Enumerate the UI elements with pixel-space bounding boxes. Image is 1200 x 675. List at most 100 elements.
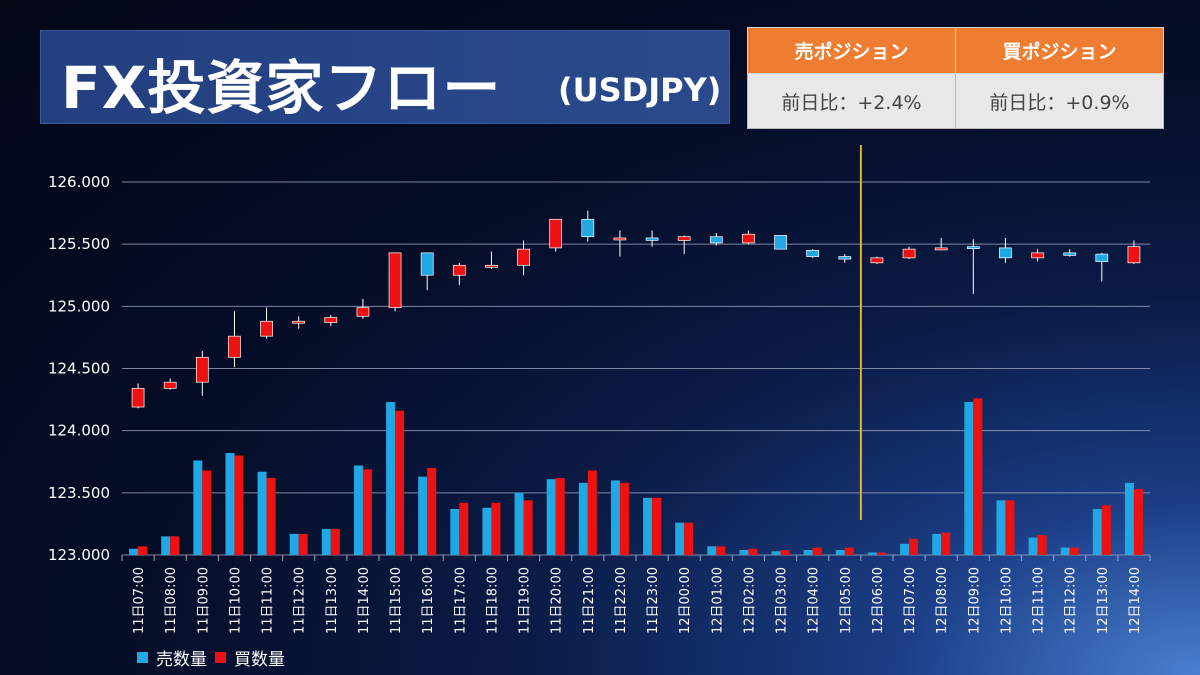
- buy-volume-bar: [1101, 505, 1111, 555]
- candle-body-up: [613, 237, 627, 241]
- candle-body-up: [934, 247, 948, 251]
- buy-volume-bar: [1005, 500, 1015, 555]
- x-tick-label: 11日16:00: [421, 567, 436, 634]
- buy-volume-bar: [1069, 547, 1079, 555]
- sell-volume-bar: [1060, 547, 1070, 555]
- y-tick-label: 125.500: [48, 235, 110, 253]
- sell-volume-bar: [225, 453, 235, 555]
- buy-volume-bar: [298, 533, 308, 555]
- sell-volume-bar: [289, 533, 299, 555]
- sell-legend-swatch: [137, 652, 148, 663]
- x-tick-label: 12日07:00: [903, 567, 918, 634]
- candle-body-down: [999, 247, 1012, 259]
- buy-volume-bar: [684, 522, 694, 555]
- title-banner: FX投資家フロー (USDJPY): [40, 30, 730, 124]
- buy-volume-bar: [138, 546, 148, 555]
- buy-volume-bar: [362, 469, 372, 555]
- buy-volume-bar: [652, 497, 662, 555]
- x-tick-label: 12日11:00: [1032, 567, 1047, 634]
- x-tick-label: 11日14:00: [357, 567, 372, 634]
- buy-volume-bar: [909, 538, 919, 555]
- buy-volume-bar: [587, 470, 597, 555]
- buy-volume-bar: [619, 482, 629, 555]
- candle-body-up: [742, 233, 755, 244]
- y-tick-label: 126.000: [48, 173, 110, 191]
- candle-body-down: [709, 236, 723, 244]
- y-tick-label: 123.000: [48, 546, 110, 564]
- x-tick-label: 12日05:00: [839, 567, 854, 634]
- candle-body-down: [774, 235, 787, 250]
- sell-volume-bar: [771, 551, 781, 555]
- candle-body-up: [1127, 246, 1141, 264]
- buy-volume-bar: [202, 470, 212, 555]
- sell-volume-bar: [900, 543, 910, 555]
- candle-body-down: [838, 256, 852, 260]
- buy-volume-bar: [780, 550, 790, 555]
- buy-volume-bar: [1037, 535, 1047, 555]
- candle-body-up: [195, 356, 209, 383]
- x-tick-label: 11日23:00: [646, 567, 661, 634]
- y-tick-label: 124.500: [48, 360, 110, 378]
- candle-body-down: [1095, 253, 1109, 262]
- candle-body-down: [581, 218, 595, 238]
- sell-volume-bar: [1092, 508, 1102, 555]
- x-tick-label: 12日09:00: [967, 567, 982, 634]
- sell-volume-bar: [932, 533, 942, 555]
- buy-volume-bar: [491, 502, 501, 555]
- y-tick-label: 123.500: [48, 484, 110, 502]
- chart-title: FX投資家フロー: [61, 54, 502, 122]
- x-tick-label: 11日09:00: [196, 567, 211, 634]
- buy-volume-bar: [523, 500, 533, 555]
- y-tick-label: 125.000: [48, 297, 110, 315]
- sell-volume-bar: [578, 482, 588, 555]
- x-tick-label: 12日03:00: [775, 567, 790, 634]
- buy-volume-bar: [844, 547, 854, 555]
- buy-volume-bar: [459, 502, 469, 555]
- sell-volume-bar: [610, 480, 620, 555]
- buy-position-header: 買ポジション: [955, 27, 1164, 74]
- x-tick-label: 12日13:00: [1096, 567, 1111, 634]
- candle-body-up: [163, 381, 177, 389]
- sell-volume-bar: [803, 550, 813, 555]
- x-tick-label: 11日18:00: [485, 567, 500, 634]
- x-tick-label: 11日17:00: [453, 567, 468, 634]
- buy-volume-bar: [170, 536, 180, 555]
- x-tick-label: 12日04:00: [807, 567, 822, 634]
- y-tick-label: 124.000: [48, 422, 110, 440]
- candle-body-up: [485, 264, 498, 268]
- x-tick-label: 12日08:00: [935, 567, 950, 634]
- x-tick-label: 11日13:00: [325, 567, 340, 634]
- sell-volume-bar: [643, 497, 653, 555]
- sell-volume-bar: [867, 552, 877, 555]
- x-tick-label: 12日10:00: [999, 567, 1014, 634]
- buy-position-change: 前日比：+0.9%: [955, 73, 1164, 129]
- x-tick-label: 11日07:00: [132, 567, 147, 634]
- x-tick-label: 12日12:00: [1064, 567, 1079, 634]
- x-tick-label: 12日14:00: [1128, 567, 1143, 634]
- sell-volume-bar: [321, 528, 331, 555]
- candle-body-up: [292, 320, 306, 324]
- x-tick-label: 11日20:00: [550, 567, 565, 634]
- buy-volume-bar: [812, 547, 822, 555]
- buy-legend-swatch: [215, 652, 226, 663]
- x-tick-label: 11日10:00: [228, 567, 243, 634]
- sell-volume-bar: [129, 548, 139, 555]
- candle-body-up: [260, 320, 273, 337]
- buy-volume-bar: [555, 477, 565, 555]
- position-change-table: 売ポジション 買ポジション 前日比：+2.4% 前日比：+0.9%: [747, 27, 1164, 129]
- x-tick-label: 11日15:00: [389, 567, 404, 634]
- x-tick-label: 12日01:00: [710, 567, 725, 634]
- x-tick-label: 12日00:00: [678, 567, 693, 634]
- sell-volume-bar: [386, 402, 396, 555]
- sell-volume-bar: [161, 536, 171, 555]
- candle-body-up: [228, 335, 241, 358]
- x-tick-label: 12日02:00: [742, 567, 757, 634]
- sell-volume-bar: [257, 471, 267, 555]
- sell-volume-bar: [193, 460, 203, 555]
- chart-subtitle: (USDJPY): [558, 71, 722, 109]
- candle-body-up: [677, 236, 691, 241]
- x-tick-label: 11日21:00: [582, 567, 597, 634]
- candle-body-up: [517, 248, 530, 266]
- sell-position-header: 売ポジション: [747, 27, 956, 74]
